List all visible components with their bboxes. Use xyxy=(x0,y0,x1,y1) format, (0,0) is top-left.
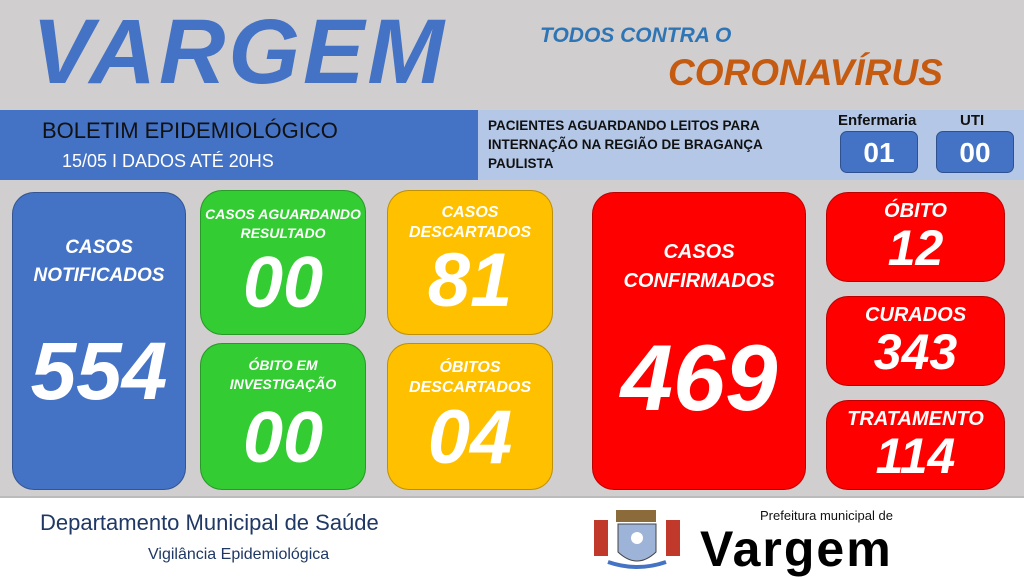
card-value: 343 xyxy=(873,324,958,380)
card-label: DESCARTADOS xyxy=(408,379,532,396)
card-cured: CURADOS 343 xyxy=(826,296,1005,386)
card-label: CASOS xyxy=(663,241,735,263)
bulletin-band xyxy=(0,110,478,180)
beds-band xyxy=(478,110,1024,180)
card-label: CURADOS xyxy=(864,304,967,326)
ward-value: 01 xyxy=(840,131,918,173)
card-label: RESULTADO xyxy=(240,225,326,241)
card-deaths-discarded: ÓBITOS DESCARTADOS 04 xyxy=(387,343,553,490)
beds-text-1: PACIENTES AGUARDANDO LEITOS PARA xyxy=(488,118,760,133)
card-value: 04 xyxy=(427,395,513,480)
beds-text-3: PAULISTA xyxy=(488,156,554,171)
card-label: ÓBITO EM xyxy=(248,357,318,373)
card-label: ÓBITO xyxy=(884,200,947,222)
card-label: DESCARTADOS xyxy=(408,224,532,241)
card-label: TRATAMENTO xyxy=(847,408,984,430)
department-name: Departamento Municipal de Saúde xyxy=(40,510,379,535)
card-death-investigation: ÓBITO EM INVESTIGAÇÃO 00 xyxy=(200,343,366,490)
logo-small-text: Prefeitura municipal de xyxy=(760,508,893,523)
bulletin-date: 15/05 I DADOS ATÉ 20HS xyxy=(62,151,274,171)
card-confirmed: CASOS CONFIRMADOS 469 xyxy=(592,192,806,490)
card-label: CONFIRMADOS xyxy=(623,270,775,292)
logo-big-text: Vargem xyxy=(700,521,893,577)
beds-text-2: INTERNAÇÃO NA REGIÃO DE BRAGANÇA xyxy=(488,137,763,152)
coat-of-arms-logo xyxy=(594,510,680,569)
page-title: VARGEM xyxy=(32,1,447,103)
card-deaths: ÓBITO 12 xyxy=(826,192,1005,282)
card-value: 81 xyxy=(427,238,513,323)
card-discarded: CASOS DESCARTADOS 81 xyxy=(387,190,553,335)
card-label: NOTIFICADOS xyxy=(33,265,165,286)
card-label: ÓBITOS xyxy=(439,359,501,376)
slogan-line-1: TODOS CONTRA O xyxy=(540,24,732,47)
card-label: CASOS xyxy=(441,204,499,221)
card-value: 00 xyxy=(242,243,324,323)
card-treatment: TRATAMENTO 114 xyxy=(826,400,1005,490)
card-value: 00 xyxy=(242,398,324,478)
card-label: CASOS xyxy=(65,237,133,258)
beds-description: PACIENTES AGUARDANDO LEITOS PARA INTERNA… xyxy=(488,116,763,173)
icu-label: UTI xyxy=(960,112,985,129)
bulletin-title: BOLETIM EPIDEMIOLÓGICO xyxy=(42,118,338,143)
card-value: 114 xyxy=(875,428,956,484)
card-value: 469 xyxy=(620,325,778,430)
card-label: CASOS AGUARDANDO xyxy=(205,206,361,222)
card-awaiting: CASOS AGUARDANDO RESULTADO 00 xyxy=(200,190,366,335)
slogan-line-2: CORONAVÍRUS xyxy=(668,52,943,93)
card-notified: CASOS NOTIFICADOS 554 xyxy=(12,192,186,490)
ward-label: Enfermaria xyxy=(838,112,917,129)
card-value: 554 xyxy=(30,326,168,417)
department-sub: Vigilância Epidemiológica xyxy=(148,546,330,563)
icu-value: 00 xyxy=(936,131,1014,173)
card-value: 12 xyxy=(887,220,944,276)
card-label: INVESTIGAÇÃO xyxy=(229,376,337,392)
